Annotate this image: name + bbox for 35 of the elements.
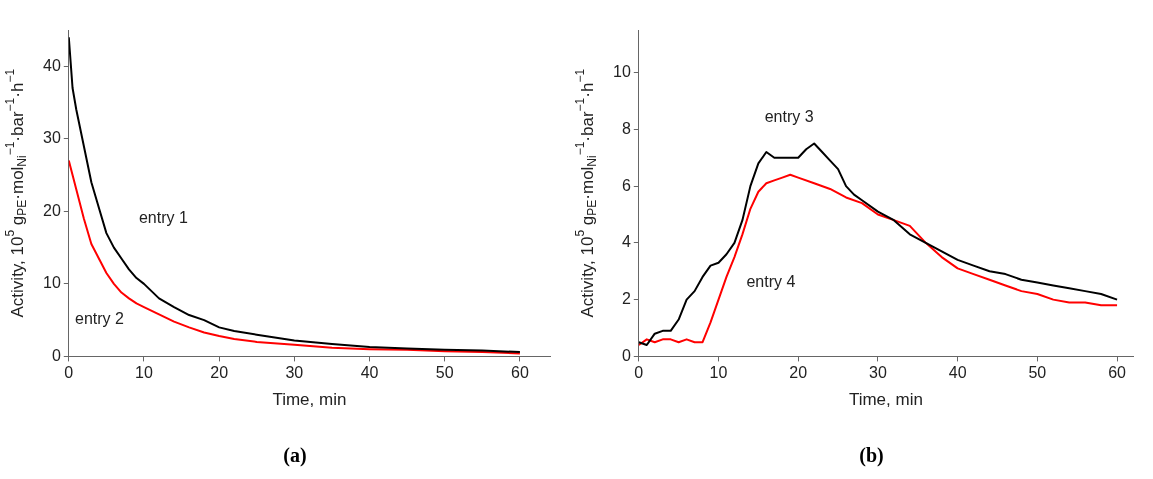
y-tick-label: 30 [43,129,61,147]
x-tick-label: 0 [64,364,74,382]
y-tick-label: 10 [613,62,631,80]
series-label: entry 3 [764,107,814,125]
x-tick-label: 40 [948,364,967,382]
y-tick-label: 20 [43,201,61,219]
x-tick-label: 20 [210,364,229,382]
x-tick-label: 40 [360,364,379,382]
text: Activity, 105 gPE·molNi−1·bar−1·h−1 [3,68,30,318]
series-label: entry 2 [74,309,124,327]
y-tick-label: 4 [621,233,631,251]
x-axis-title: Time, min [848,390,923,410]
text: (a) [283,444,307,468]
text: entry 1 [138,208,188,226]
y-tick-label: 6 [621,176,631,194]
x-tick-label: 50 [435,364,454,382]
series-label: entry 4 [746,273,796,291]
y-tick-label: 0 [51,346,61,364]
x-tick-label: 10 [709,364,728,382]
text: (b) [859,444,884,468]
x-tick-label: 10 [135,364,153,382]
x-axis-title: Time, min [272,390,347,410]
x-tick-label: 60 [511,364,529,382]
y-tick-label: 8 [621,119,631,137]
y-tick-label: 40 [43,56,61,74]
x-tick-label: 30 [869,364,887,382]
x-tick-label: 30 [285,364,304,382]
y-tick-label: 10 [43,274,61,292]
x-tick-label: 20 [789,364,808,382]
x-tick-label: 50 [1028,364,1047,382]
x-tick-label: 60 [1108,364,1127,382]
y-tick-label: 2 [621,290,631,308]
y-tick-label: 0 [621,346,631,364]
x-tick-label: 0 [634,364,644,382]
text: Activity, 105 gPE·molNi−1·bar−1·h−1 [573,68,600,318]
